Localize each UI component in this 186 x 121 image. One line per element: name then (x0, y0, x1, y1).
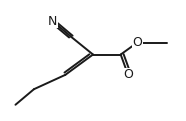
Text: O: O (123, 68, 133, 81)
Text: N: N (48, 15, 57, 28)
Text: O: O (132, 36, 142, 49)
